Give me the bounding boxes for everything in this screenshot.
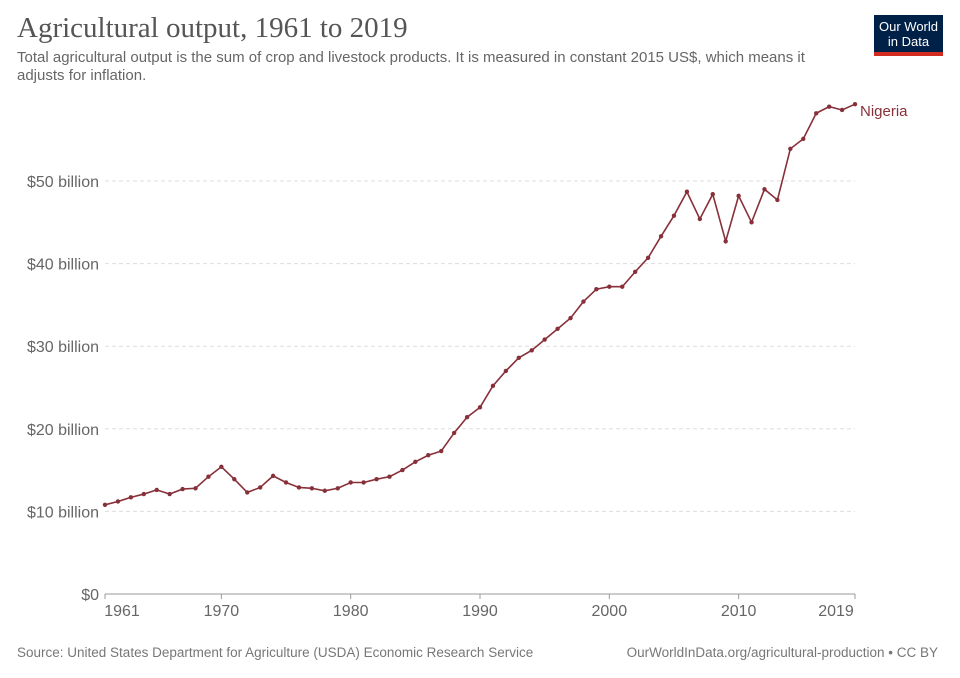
data-point (141, 491, 146, 497)
data-point (309, 486, 315, 491)
data-point (245, 490, 250, 495)
data-point (775, 197, 780, 203)
x-tick-label: 1970 (204, 603, 240, 620)
data-point (115, 499, 121, 504)
data-point (361, 480, 366, 485)
y-tick-label: $40 billion (27, 257, 99, 274)
data-point (684, 189, 690, 194)
data-point (387, 474, 392, 479)
series-label: Nigeria (860, 103, 908, 120)
data-point (102, 502, 108, 507)
data-point (322, 488, 328, 493)
data-point (490, 383, 496, 389)
data-point (620, 284, 625, 289)
x-tick-label: 1961 (104, 603, 140, 620)
chart-subtitle: Total agricultural output is the sum of … (17, 49, 805, 84)
logo-text: in Data (887, 34, 930, 49)
data-point (374, 476, 379, 482)
data-point (814, 111, 819, 116)
data-point (607, 284, 612, 289)
data-point (477, 405, 483, 410)
data-point (671, 213, 677, 218)
data-point (632, 269, 638, 275)
y-tick-label: $10 billion (27, 504, 99, 521)
data-point (568, 315, 573, 321)
data-point (257, 485, 263, 490)
data-point (749, 220, 754, 225)
data-point (128, 495, 134, 500)
data-point (852, 101, 858, 107)
data-point (826, 104, 832, 109)
x-tick-label: 1980 (333, 603, 369, 620)
data-point (503, 368, 509, 374)
y-tick-label: $50 billion (27, 174, 99, 191)
chart-title: Agricultural output, 1961 to 2019 (17, 12, 408, 44)
data-point (154, 487, 159, 493)
data-point (697, 216, 703, 222)
data-point (180, 486, 185, 492)
license-link[interactable]: OurWorldInData.org/agricultural-producti… (626, 645, 938, 660)
data-point (283, 480, 289, 485)
data-point (736, 193, 741, 199)
data-point (788, 146, 793, 151)
data-point (451, 430, 457, 436)
data-point (710, 192, 715, 197)
x-tick-label: 2000 (592, 603, 628, 620)
data-point (658, 234, 664, 239)
data-point (723, 239, 728, 244)
owid-logo[interactable]: Our World in Data (874, 15, 943, 56)
data-point (167, 491, 172, 497)
data-point (464, 415, 470, 420)
data-point (762, 187, 767, 192)
y-tick-label: $20 billion (27, 422, 99, 439)
logo-text: Our World (879, 19, 938, 34)
source-note[interactable]: Source: United States Department for Agr… (17, 645, 534, 660)
x-tick-label: 1990 (462, 603, 498, 620)
data-point (232, 476, 237, 482)
data-point (270, 473, 276, 479)
x-tick-label: 2010 (721, 603, 757, 620)
data-point (581, 299, 586, 304)
data-point (219, 464, 224, 469)
data-point (335, 486, 340, 491)
data-point (426, 453, 431, 458)
data-point (348, 480, 353, 485)
data-point (839, 107, 845, 113)
data-point (555, 326, 560, 332)
data-point (594, 287, 599, 292)
y-tick-label: $0 (81, 587, 99, 604)
data-point (529, 348, 534, 353)
data-point (645, 255, 651, 261)
series-line-nigeria (104, 103, 856, 506)
data-point (801, 136, 806, 142)
data-point (516, 355, 521, 360)
data-point (296, 485, 302, 490)
data-point (206, 474, 211, 479)
data-point (413, 459, 418, 465)
data-point (439, 448, 444, 454)
x-tick-label: 2019 (818, 603, 854, 620)
data-point (193, 486, 198, 491)
data-point (542, 337, 547, 342)
data-point (400, 467, 405, 473)
y-tick-label: $30 billion (27, 339, 99, 356)
